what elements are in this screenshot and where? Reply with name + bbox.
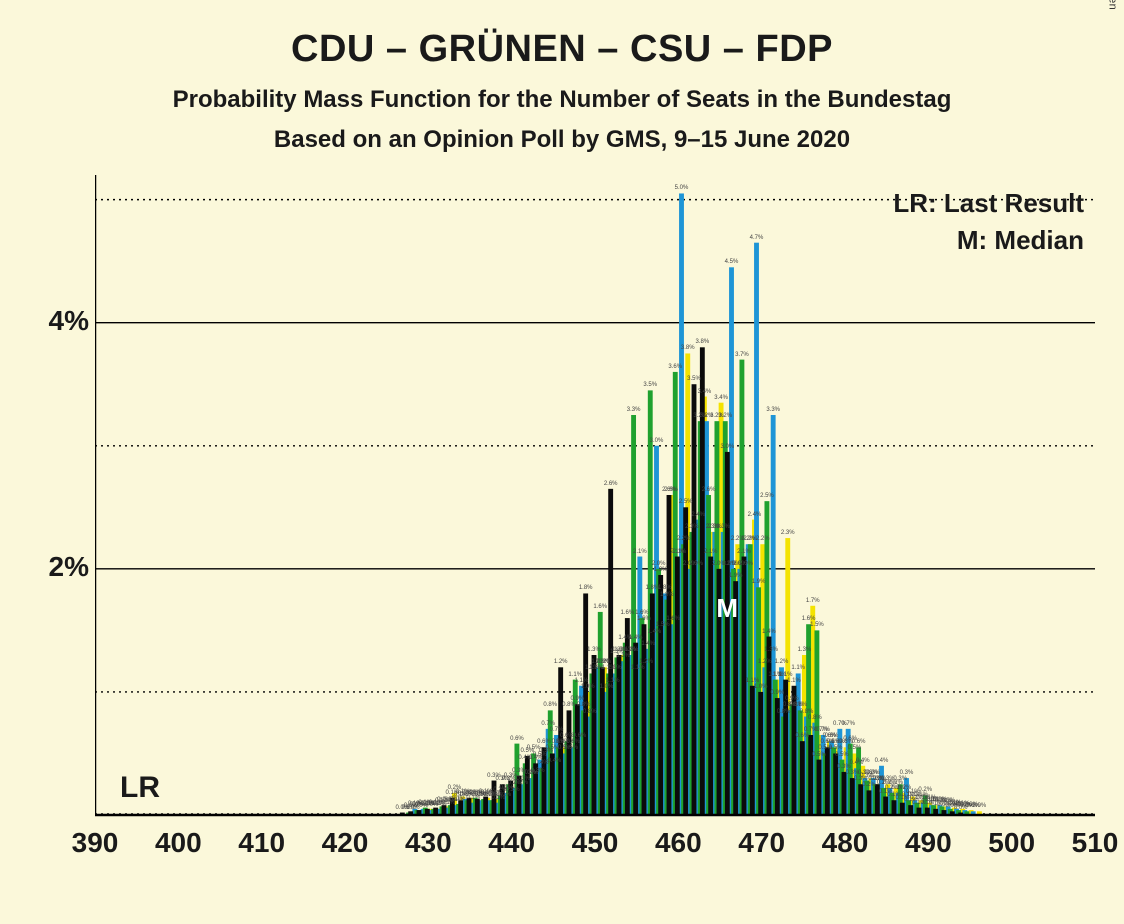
copyright-label: © 2021 Filip van Laenen: [1106, 0, 1118, 10]
bar-cdu: [825, 747, 830, 815]
bar-cdu: [458, 800, 463, 815]
bar-cdu: [883, 797, 888, 815]
chart-title: CDU – GRÜNEN – CSU – FDP: [0, 28, 1124, 71]
bar-cdu: [683, 507, 688, 815]
bar-cdu: [775, 698, 780, 815]
y-tick-label: 2%: [9, 551, 89, 583]
bar-cdu: [583, 593, 588, 815]
bar-cdu: [650, 593, 655, 815]
legend-last-result: LR: Last Result: [893, 188, 1084, 219]
bar-cdu: [875, 784, 880, 815]
bar-cdu: [625, 618, 630, 815]
bar-cdu: [500, 784, 505, 815]
bar-cdu: [542, 747, 547, 815]
bar-cdu: [442, 805, 447, 815]
bar-cdu: [642, 624, 647, 815]
bar-cdu: [892, 800, 897, 815]
bar-cdu: [575, 704, 580, 815]
bar-cdu: [742, 557, 747, 815]
bar-cdu: [517, 776, 522, 815]
bar-cdu: [767, 637, 772, 815]
bar-cdu: [675, 557, 680, 815]
bar-cdu: [508, 781, 513, 815]
bar-cdu: [483, 797, 488, 815]
bar-cdu: [700, 347, 705, 815]
bar-cdu: [783, 680, 788, 815]
bar-cdu: [533, 763, 538, 815]
legend-median: M: Median: [957, 225, 1084, 256]
bar-cdu: [450, 798, 455, 815]
bar-cdu: [567, 710, 572, 815]
bar-cdu: [600, 667, 605, 815]
bar-cdu: [708, 557, 713, 815]
bar-cdu: [792, 686, 797, 815]
chart-subtitle-1: Probability Mass Function for the Number…: [0, 86, 1124, 114]
chart-page: CDU – GRÜNEN – CSU – FDP Probability Mas…: [0, 0, 1124, 924]
bar-cdu: [617, 655, 622, 815]
bar-cdu: [608, 489, 613, 815]
bar-cdu: [858, 784, 863, 815]
bar-cdu: [833, 753, 838, 815]
bar-cdu: [467, 798, 472, 815]
bar-cdu: [758, 692, 763, 815]
bar-cdu: [667, 495, 672, 815]
bar-cdu: [867, 790, 872, 815]
bar-cdu: [525, 756, 530, 815]
bar-cdu: [800, 741, 805, 815]
bar-cdu: [558, 667, 563, 815]
bar-cdu: [817, 760, 822, 815]
chart-subtitle-2: Based on an Opinion Poll by GMS, 9–15 Ju…: [0, 126, 1124, 154]
bar-cdu: [717, 569, 722, 815]
bar-cdu: [842, 772, 847, 815]
bar-cdu: [733, 581, 738, 815]
bar-cdu: [850, 778, 855, 815]
bar-cdu: [492, 781, 497, 815]
bar-cdu: [475, 799, 480, 815]
bar-cdu: [550, 753, 555, 815]
bar-cdu: [633, 643, 638, 815]
bar-cdu: [808, 735, 813, 815]
bar-cdu: [750, 686, 755, 815]
plot-svg: [95, 175, 1095, 835]
bar-cdu: [692, 384, 697, 815]
bar-cdu: [592, 655, 597, 815]
plot-area: 0.0%0.0%0.0%0.1%0.0%0.0%0.0%0.1%0.1%0.0%…: [95, 175, 1095, 835]
bar-cdu: [658, 575, 663, 815]
y-tick-label: 4%: [9, 305, 89, 337]
bar-cdu: [900, 803, 905, 815]
bar-cdu: [725, 452, 730, 815]
bar-cdu: [908, 805, 913, 815]
